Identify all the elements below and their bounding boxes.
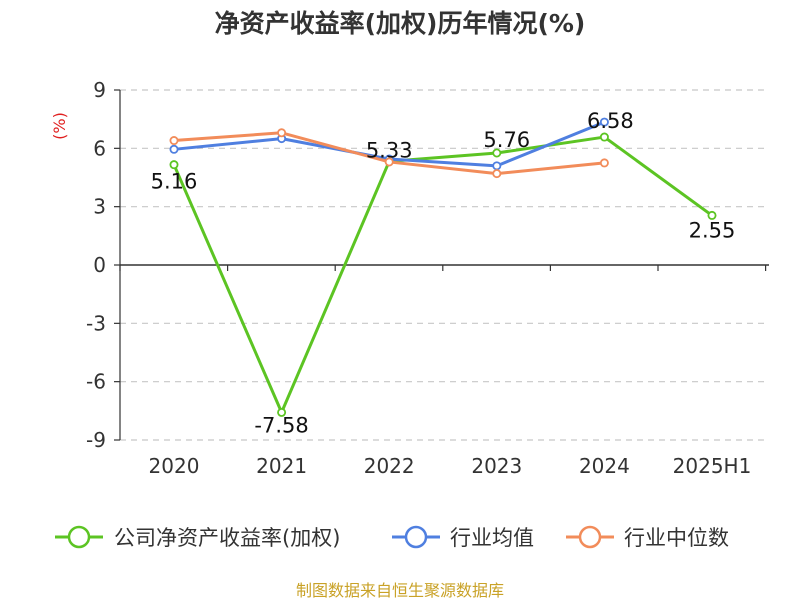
- data-point[interactable]: [492, 148, 502, 158]
- x-tick-label: 2022: [364, 454, 415, 478]
- data-point[interactable]: [169, 144, 179, 154]
- data-label: 6.58: [587, 109, 634, 133]
- legend-item[interactable]: 公司净资产收益率(加权): [55, 525, 340, 550]
- x-tick-label: 2024: [579, 454, 630, 478]
- x-tick-label: 2021: [256, 454, 307, 478]
- y-axis-label: (%): [50, 112, 69, 140]
- data-point[interactable]: [169, 136, 179, 146]
- data-label: 5.33: [366, 138, 413, 162]
- x-tick-label: 2025H1: [673, 454, 752, 478]
- legend-label: 行业均值: [450, 526, 534, 550]
- y-tick-label: -3: [86, 311, 106, 335]
- data-point[interactable]: [599, 117, 609, 127]
- data-point[interactable]: [384, 157, 394, 167]
- data-point[interactable]: [169, 160, 179, 170]
- y-tick-label: 6: [93, 136, 106, 160]
- data-label: 5.76: [483, 128, 530, 152]
- y-tick-label: -9: [86, 428, 106, 452]
- data-point[interactable]: [599, 158, 609, 168]
- data-point[interactable]: [707, 210, 717, 220]
- legend-marker: [578, 525, 602, 549]
- data-label: 5.16: [151, 170, 198, 194]
- legend-label: 行业中位数: [624, 526, 729, 550]
- y-tick-label: 3: [93, 195, 106, 219]
- y-tick-labels: 9 6 3 0 -3 -6 -9: [86, 78, 106, 452]
- series-lines: [169, 117, 717, 417]
- data-point[interactable]: [277, 128, 287, 138]
- series-line: [172, 135, 713, 414]
- data-point[interactable]: [492, 161, 502, 171]
- legend-marker: [67, 525, 91, 549]
- legend-label: 公司净资产收益率(加权): [114, 526, 340, 550]
- data-labels: 5.16 -7.58 5.33 5.76 6.58 2.55: [151, 109, 736, 437]
- x-tick-label: 2020: [149, 454, 200, 478]
- data-label: -7.58: [254, 413, 308, 437]
- legend-item[interactable]: 行业中位数: [566, 525, 729, 550]
- x-tick-label: 2023: [471, 454, 522, 478]
- x-tick-labels: 2020 2021 2022 2023 2024 2025H1: [149, 454, 752, 478]
- y-tick-label: -6: [86, 370, 106, 394]
- legend-item[interactable]: 行业均值: [392, 525, 534, 550]
- data-point[interactable]: [277, 407, 287, 417]
- y-tick-label: 0: [93, 253, 106, 277]
- y-tick-label: 9: [93, 78, 106, 102]
- chart-title: 净资产收益率(加权)历年情况(%): [215, 9, 586, 38]
- source-note: 制图数据来自恒生聚源数据库: [296, 581, 504, 600]
- data-point[interactable]: [492, 169, 502, 179]
- data-point[interactable]: [599, 132, 609, 142]
- axes: [114, 89, 769, 441]
- gridlines: [120, 89, 769, 441]
- legend-marker: [404, 525, 428, 549]
- legend[interactable]: 公司净资产收益率(加权) 行业均值 行业中位数: [55, 525, 729, 550]
- data-label: 2.55: [689, 218, 736, 242]
